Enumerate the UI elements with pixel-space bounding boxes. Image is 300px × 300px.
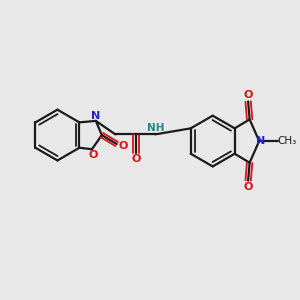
Text: O: O: [131, 154, 141, 164]
Text: N: N: [256, 136, 265, 146]
Text: NH: NH: [147, 123, 165, 133]
Text: CH₃: CH₃: [278, 136, 297, 146]
Text: O: O: [89, 150, 98, 160]
Text: O: O: [243, 182, 253, 192]
Text: O: O: [243, 90, 253, 100]
Text: O: O: [118, 140, 128, 151]
Text: N: N: [91, 110, 100, 121]
